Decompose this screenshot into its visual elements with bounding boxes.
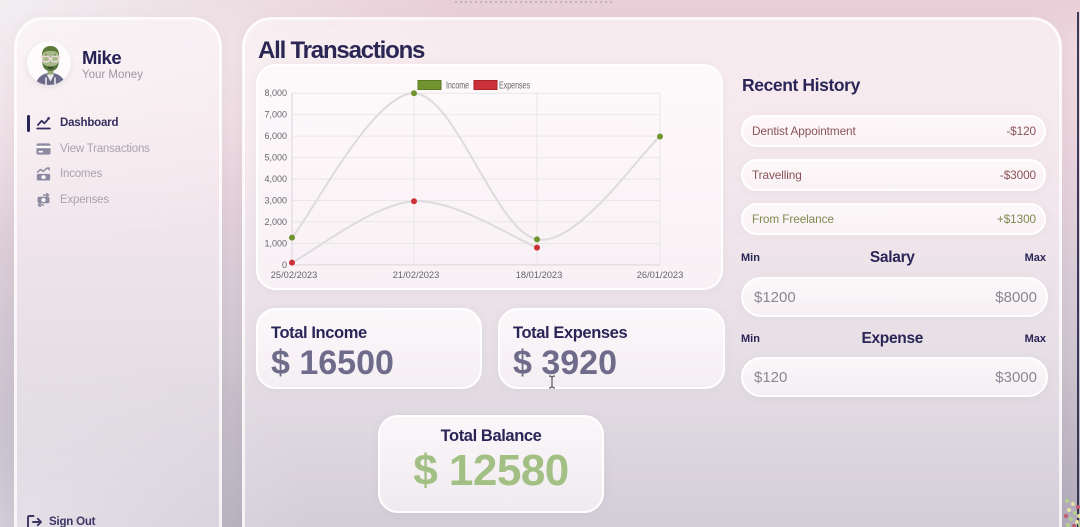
svg-text:2,000: 2,000 [264,217,287,227]
svg-text:21/02/2023: 21/02/2023 [393,270,440,280]
svg-text:3,000: 3,000 [264,196,287,206]
svg-text:8,000: 8,000 [264,88,287,98]
svg-text:0: 0 [282,260,287,270]
svg-text:26/01/2023: 26/01/2023 [637,270,684,280]
svg-text:Income: Income [446,81,469,92]
svg-text:5,000: 5,000 [264,153,287,163]
svg-text:18/01/2023: 18/01/2023 [516,270,563,280]
svg-text:4,000: 4,000 [264,174,287,184]
svg-text:6,000: 6,000 [264,131,287,141]
svg-text:1,000: 1,000 [264,238,287,248]
svg-text:7,000: 7,000 [264,110,287,120]
svg-text:25/02/2023: 25/02/2023 [271,270,318,280]
svg-text:Expenses: Expenses [499,81,530,92]
